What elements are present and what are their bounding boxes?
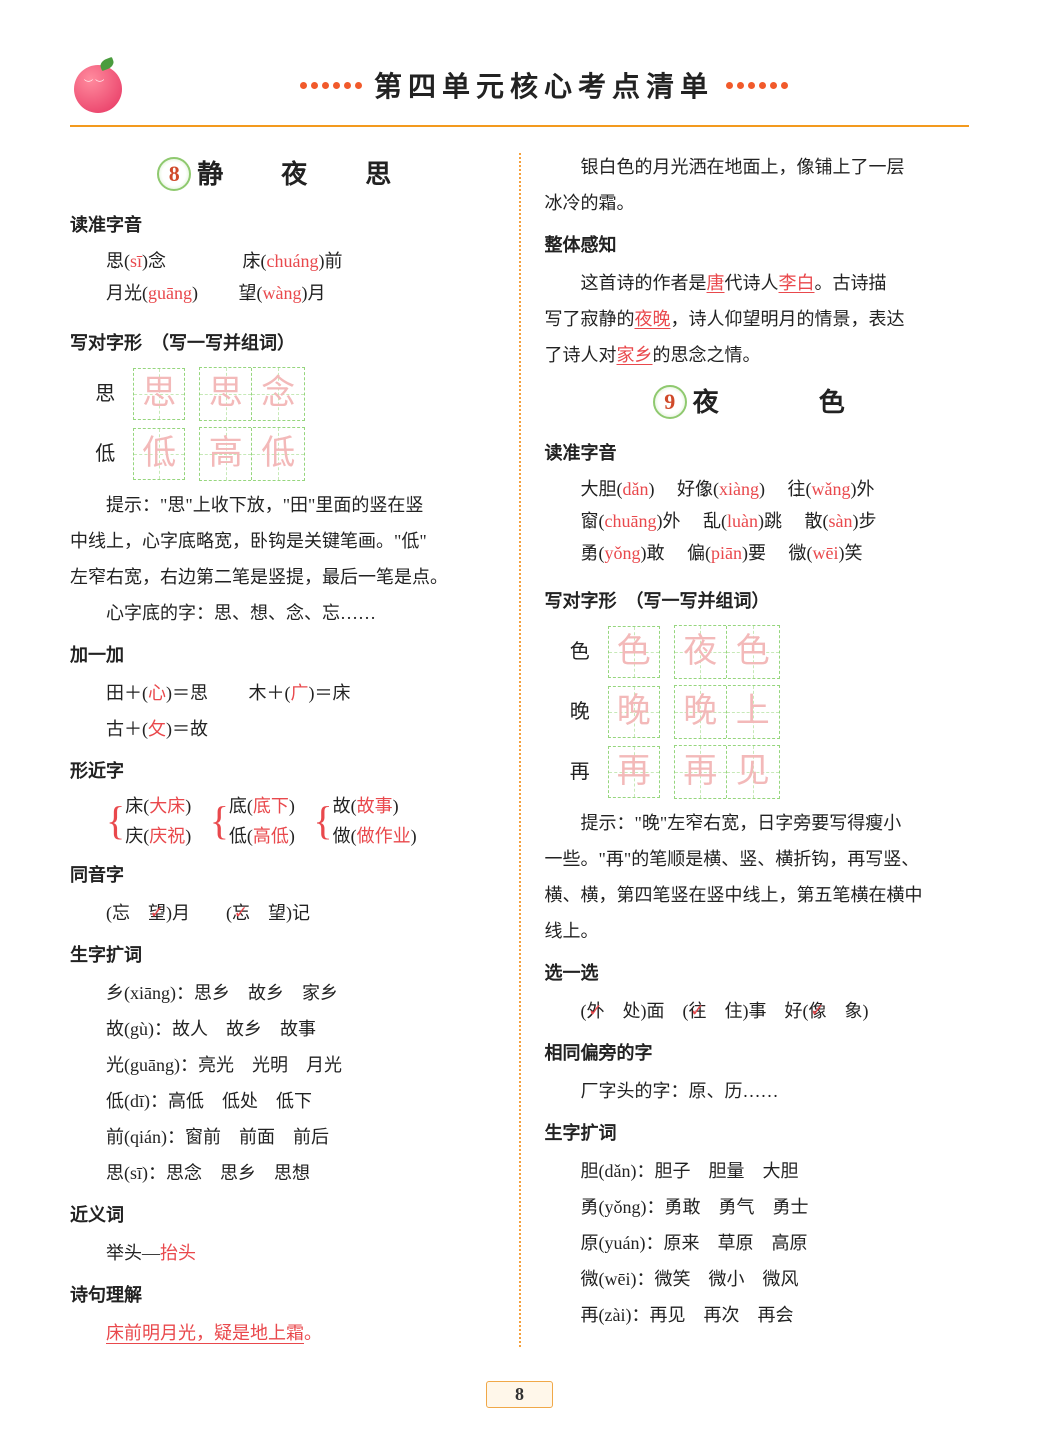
sec-pick: 选一选 xyxy=(545,955,970,991)
sec-expand-right: 生字扩词 xyxy=(545,1115,970,1151)
sec-homophone: 同音字 xyxy=(70,857,495,893)
expand-item: 思(sī)：思念 思乡 思想 xyxy=(106,1155,495,1191)
radical-line: 厂字头的字：原、历…… xyxy=(545,1073,970,1109)
expand-item: 再(zài)：再见 再次 再会 xyxy=(581,1297,970,1333)
expand-item: 故(gù)：故人 故乡 故事 xyxy=(106,1011,495,1047)
homophone-line: (忘 望)月 (忘 望)记 xyxy=(70,895,495,931)
pron-r1: 大胆(dǎn) 好像(xiàng) 往(wǎng)外 xyxy=(545,473,970,505)
dots-left xyxy=(300,82,362,89)
sec-radical: 相同偏旁的字 xyxy=(545,1035,970,1071)
shape-tip-r2: 一些。"再"的笔顺是横、竖、横折钩，再写竖、 xyxy=(545,841,970,877)
expand-item: 微(wēi)：微笑 微小 微风 xyxy=(581,1261,970,1297)
lesson-9-title: 9夜 色 xyxy=(545,385,970,421)
shape-tip-3: 左窄右宽，右边第二笔是竖提，最后一笔是点。 xyxy=(70,559,495,595)
page-title: 第四单元核心考点清单 xyxy=(374,65,714,105)
header-divider xyxy=(70,125,969,127)
overall-2: 写了寂静的夜晚，诗人仰望明月的情景，表达 xyxy=(545,301,970,337)
content-columns: 8静 夜 思 读准字音 思(sī)念 床(chuáng)前 月光(guāng) … xyxy=(70,149,969,1351)
sec-synonym: 近义词 xyxy=(70,1197,495,1233)
synonym-line: 举头—抬头 xyxy=(70,1235,495,1271)
expand-list-left: 乡(xiāng)：思乡 故乡 家乡 故(gù)：故人 故乡 故事 光(guāng… xyxy=(70,975,495,1191)
shape-row-si: 思 思 思 念 xyxy=(95,367,494,421)
shape-row-di: 低 低 高 低 xyxy=(95,427,494,481)
page-number-wrap: 8 xyxy=(70,1381,969,1408)
shape-tip-r3: 横、横，第四笔竖在竖中线上，第五笔横在横中 xyxy=(545,877,970,913)
dots-right xyxy=(726,82,788,89)
overall-1: 这首诗的作者是唐代诗人李白。古诗描 xyxy=(545,265,970,301)
pron-line-1: 思(sī)念 床(chuáng)前 xyxy=(70,245,495,277)
left-column: 8静 夜 思 读准字音 思(sī)念 床(chuáng)前 月光(guāng) … xyxy=(70,149,519,1351)
sec-shape: 写对字形 （写一写并组词） xyxy=(70,325,495,361)
add-line-2: 古＋(攵)＝故 xyxy=(70,711,495,747)
sec-expand-left: 生字扩词 xyxy=(70,937,495,973)
moonlight-line-1: 银白色的月光洒在地面上，像铺上了一层 xyxy=(545,149,970,185)
sec-pronunciation: 读准字音 xyxy=(70,207,495,243)
right-column: 银白色的月光洒在地面上，像铺上了一层 冰冷的霜。 整体感知 这首诗的作者是唐代诗… xyxy=(521,149,970,1351)
poem-line: 床前明月光，疑是地上霜。 xyxy=(70,1315,495,1351)
shape-row-wan: 晚 晚 晚 上 xyxy=(570,685,969,739)
page-number: 8 xyxy=(486,1381,553,1408)
sec-shape-right: 写对字形 （写一写并组词） xyxy=(545,583,970,619)
char-box: 思 xyxy=(133,368,185,420)
expand-item: 胆(dǎn)：胆子 胆量 大胆 xyxy=(581,1153,970,1189)
expand-item: 乡(xiāng)：思乡 故乡 家乡 xyxy=(106,975,495,1011)
expand-list-right: 胆(dǎn)：胆子 胆量 大胆 勇(yǒng)：勇敢 勇气 勇士 原(yuán)… xyxy=(545,1153,970,1333)
shape-row-se: 色 色 夜 色 xyxy=(570,625,969,679)
expand-item: 勇(yǒng)：勇敢 勇气 勇士 xyxy=(581,1189,970,1225)
shape-row-zai: 再 再 再 见 xyxy=(570,745,969,799)
sec-overall: 整体感知 xyxy=(545,227,970,263)
shape-tip-2: 中线上，心字底略宽，卧钩是关键笔画。"低" xyxy=(70,523,495,559)
expand-item: 原(yuán)：原来 草原 高原 xyxy=(581,1225,970,1261)
expand-item: 低(dī)：高低 低处 低下 xyxy=(106,1083,495,1119)
expand-item: 前(qián)：窗前 前面 前后 xyxy=(106,1119,495,1155)
sec-pron-right: 读准字音 xyxy=(545,435,970,471)
shape-tip-r1: 提示："晚"左窄右宽，日字旁要写得瘦小 xyxy=(545,805,970,841)
lesson-8-title: 8静 夜 思 xyxy=(70,157,495,193)
lesson-9-number: 9 xyxy=(653,385,687,419)
pron-line-2: 月光(guāng) 望(wàng)月 xyxy=(70,277,495,309)
pron-r3: 勇(yǒng)敢 偏(piān)要 微(wēi)笑 xyxy=(545,537,970,569)
apple-icon: ︶ ︶ xyxy=(70,55,130,115)
overall-3: 了诗人对家乡的思念之情。 xyxy=(545,337,970,373)
shape-tip-r4: 线上。 xyxy=(545,913,970,949)
expand-item: 光(guāng)：亮光 光明 月光 xyxy=(106,1047,495,1083)
near-char-row: { 床(大床) 庆(庆祝) { 底(底下) 低(高低) { 故(故事) 做(做作… xyxy=(70,791,495,851)
header-row: ︶ ︶ 第四单元核心考点清单 xyxy=(70,55,969,115)
char-group: 思 念 xyxy=(199,367,305,421)
add-line-1: 田＋(心)＝思 木＋(广)＝床 xyxy=(70,675,495,711)
moonlight-line-2: 冰冷的霜。 xyxy=(545,185,970,221)
sec-near-char: 形近字 xyxy=(70,753,495,789)
shape-tip-1: 提示："思"上收下放，"田"里面的竖在竖 xyxy=(70,487,495,523)
lesson-8-number: 8 xyxy=(157,157,191,191)
shape-tip-4: 心字底的字：思、想、念、忘…… xyxy=(70,595,495,631)
pick-line: (外 处)面 (往 住)事 好(像 象) xyxy=(545,993,970,1029)
sec-add: 加一加 xyxy=(70,637,495,673)
sec-poem: 诗句理解 xyxy=(70,1277,495,1313)
